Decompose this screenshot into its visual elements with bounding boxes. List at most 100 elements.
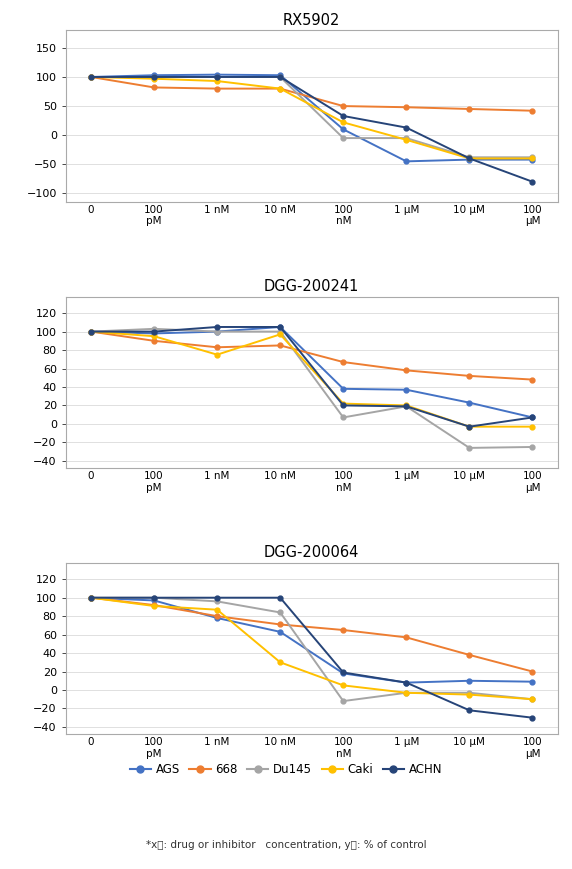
Line: 668: 668 xyxy=(89,595,535,674)
Du145 xyxy=(88,72,94,83)
Du145 xyxy=(529,694,536,705)
Line: AGS: AGS xyxy=(89,595,535,685)
AGS xyxy=(403,384,410,395)
ACHN xyxy=(403,401,410,412)
668 xyxy=(277,620,284,630)
AGS xyxy=(403,678,410,688)
668 xyxy=(88,72,94,83)
Caki xyxy=(340,680,347,691)
Caki xyxy=(403,687,410,698)
AGS xyxy=(340,124,347,135)
Caki xyxy=(529,153,536,163)
ACHN xyxy=(277,593,284,603)
Caki xyxy=(214,605,221,615)
AGS xyxy=(340,383,347,394)
668 xyxy=(340,625,347,635)
Du145 xyxy=(403,687,410,698)
ACHN xyxy=(340,667,347,678)
Line: ACHN: ACHN xyxy=(89,595,535,720)
ACHN xyxy=(277,72,284,83)
Caki xyxy=(529,694,536,705)
668 xyxy=(88,327,94,337)
Caki xyxy=(214,76,221,86)
668 xyxy=(150,335,157,346)
ACHN xyxy=(466,153,473,163)
Du145 xyxy=(214,72,221,83)
Line: 668: 668 xyxy=(89,329,535,382)
ACHN xyxy=(277,322,284,332)
668 xyxy=(340,101,347,111)
Legend: AGS, 668, Du145, Caki, ACHN: AGS, 668, Du145, Caki, ACHN xyxy=(125,758,447,780)
Caki xyxy=(214,349,221,360)
ACHN xyxy=(403,123,410,133)
Caki xyxy=(403,401,410,411)
Caki xyxy=(340,117,347,128)
668 xyxy=(529,375,536,385)
ACHN xyxy=(403,678,410,688)
Du145 xyxy=(150,323,157,334)
Title: DGG-200064: DGG-200064 xyxy=(264,545,359,560)
Line: Du145: Du145 xyxy=(89,595,535,704)
Caki xyxy=(150,600,157,611)
Du145 xyxy=(214,596,221,607)
AGS xyxy=(214,327,221,337)
668 xyxy=(340,357,347,368)
ACHN xyxy=(150,593,157,603)
668 xyxy=(214,342,221,353)
Caki xyxy=(150,331,157,342)
Du145 xyxy=(466,442,473,453)
668 xyxy=(529,667,536,677)
AGS xyxy=(277,70,284,81)
AGS xyxy=(340,668,347,679)
Line: Du145: Du145 xyxy=(89,327,535,450)
AGS xyxy=(150,70,157,81)
ACHN xyxy=(88,593,94,603)
668 xyxy=(214,83,221,94)
668 xyxy=(403,102,410,112)
Text: *x축: drug or inhibitor   concentration, y축: % of control: *x축: drug or inhibitor concentration, y축… xyxy=(146,839,426,850)
Du145 xyxy=(214,327,221,337)
ACHN xyxy=(214,322,221,332)
Du145 xyxy=(529,152,536,163)
Caki xyxy=(277,657,284,667)
ACHN xyxy=(529,176,536,187)
Du145 xyxy=(466,152,473,163)
Du145 xyxy=(150,72,157,83)
Caki xyxy=(466,153,473,163)
AGS xyxy=(529,155,536,165)
AGS xyxy=(466,397,473,408)
ACHN xyxy=(214,593,221,603)
668 xyxy=(529,105,536,116)
Du145 xyxy=(277,607,284,618)
668 xyxy=(466,103,473,114)
ACHN xyxy=(214,72,221,83)
668 xyxy=(214,611,221,621)
ACHN xyxy=(340,110,347,121)
ACHN xyxy=(88,327,94,337)
Line: 668: 668 xyxy=(89,75,535,113)
Caki xyxy=(340,398,347,408)
Caki xyxy=(88,327,94,337)
Line: Caki: Caki xyxy=(89,75,535,161)
Du145 xyxy=(340,133,347,143)
ACHN xyxy=(150,72,157,83)
AGS xyxy=(277,322,284,332)
Caki xyxy=(403,135,410,145)
668 xyxy=(277,341,284,351)
668 xyxy=(88,593,94,603)
668 xyxy=(403,632,410,642)
Du145 xyxy=(340,412,347,422)
Line: AGS: AGS xyxy=(89,72,535,163)
AGS xyxy=(214,70,221,80)
Line: ACHN: ACHN xyxy=(89,75,535,184)
AGS xyxy=(466,155,473,165)
Du145 xyxy=(88,327,94,337)
Caki xyxy=(150,74,157,84)
Du145 xyxy=(277,327,284,337)
668 xyxy=(150,83,157,93)
Title: RX5902: RX5902 xyxy=(283,13,340,28)
AGS xyxy=(88,72,94,83)
Line: Caki: Caki xyxy=(89,595,535,701)
ACHN xyxy=(340,401,347,411)
ACHN xyxy=(150,327,157,337)
